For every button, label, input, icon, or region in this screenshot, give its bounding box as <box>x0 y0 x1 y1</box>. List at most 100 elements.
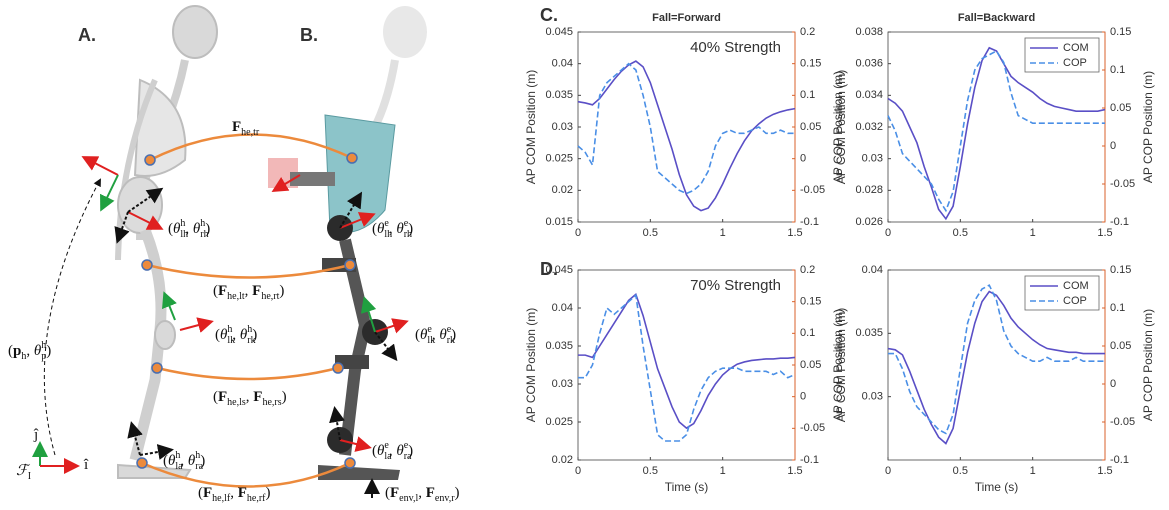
label-part: ( <box>213 389 218 405</box>
diagram-label: (θlhe, θrhe) <box>372 218 413 240</box>
diagram-label: (θlhh, θrhh) <box>168 218 210 240</box>
y2-tick-label: 0 <box>1110 140 1116 152</box>
x-tick-label: 1.5 <box>787 465 802 477</box>
label-part: î <box>83 457 89 473</box>
label-part: e <box>427 324 432 335</box>
label-part: θ <box>377 443 385 459</box>
diagram-label: (θlae, θrae) <box>372 440 413 462</box>
y-tick-label: 0.035 <box>545 340 573 352</box>
x-tick-label: 0 <box>575 227 581 239</box>
label-part: θ <box>240 327 248 343</box>
label-part: , <box>246 389 254 405</box>
label-part: θ <box>439 327 447 343</box>
plot-frame <box>577 269 796 461</box>
legend-box <box>1024 275 1100 311</box>
diagram-label: î <box>83 457 89 473</box>
diagram-label: (Fhe,lf, Fhe,rf) <box>198 485 271 504</box>
x-tick-label: 0 <box>575 465 581 477</box>
y-tick-label: 0.04 <box>862 264 883 276</box>
label-part: h <box>227 324 232 335</box>
series-line <box>578 293 796 442</box>
y2-tick-label: 0.15 <box>800 58 821 70</box>
label-part: , <box>245 283 253 299</box>
label-part: ) <box>408 443 413 459</box>
y2-tick-label: 0 <box>1110 378 1116 390</box>
y-tick-label: 0.02 <box>552 454 573 466</box>
chart-title: Fall=Backward <box>958 12 1035 24</box>
label-part: ) <box>451 327 456 343</box>
y2-tick-label: 0.15 <box>1110 26 1131 38</box>
spring-nodes <box>136 152 358 469</box>
label-part: ) <box>205 221 210 237</box>
label-part: rk <box>247 335 255 346</box>
series-line <box>577 62 795 195</box>
x-tick-label: 0.5 <box>953 465 968 477</box>
label-part: ) <box>282 389 287 405</box>
y2-tick-label: 0.2 <box>800 264 815 276</box>
chart-title: Fall=Forward <box>652 12 721 24</box>
label-part: F <box>238 485 247 501</box>
label-part: lh <box>180 229 188 240</box>
x-tick-label: 0 <box>885 465 891 477</box>
label-part: F <box>252 283 261 299</box>
label-part: , <box>389 221 397 237</box>
diagram-label: Fhe,tr <box>232 119 260 138</box>
label-part: θ <box>396 221 404 237</box>
label-part: la <box>175 461 183 472</box>
label-part: h <box>41 340 46 351</box>
y2-tick-label: -0.1 <box>1110 216 1129 228</box>
x-tick-label: 0.5 <box>643 465 658 477</box>
x-tick-label: 0 <box>885 227 891 239</box>
series-line <box>577 60 796 212</box>
label-part: he,ls <box>227 397 246 408</box>
y-axis-label: AP COM Position (m) <box>834 70 848 184</box>
y2-tick-label: 0.2 <box>800 26 815 38</box>
label-part: θ <box>193 221 201 237</box>
legend-label: COM <box>1063 42 1089 54</box>
legend-label: COP <box>1063 57 1087 69</box>
y2-tick-label: 0.1 <box>1110 64 1125 76</box>
y-tick-label: 0.028 <box>855 184 883 196</box>
label-part: , <box>432 327 440 343</box>
y2-tick-label: 0.05 <box>1110 102 1131 114</box>
y2-tick-label: 0.1 <box>800 327 815 339</box>
label-part: , <box>389 443 397 459</box>
legend-label: COP <box>1063 295 1087 307</box>
label-part: lk <box>427 335 435 346</box>
label-part: , <box>232 327 240 343</box>
label-part: θ <box>220 327 228 343</box>
diagram-label: (θlah, θrah) <box>163 450 205 472</box>
x-tick-label: 1.5 <box>1097 227 1112 239</box>
label-part: ( <box>8 343 13 359</box>
diagram-label: (Fhe,lt, Fhe,rt) <box>213 283 284 302</box>
label-part: F <box>253 389 262 405</box>
label-part: ra <box>404 451 412 462</box>
diagram-label: (ph, θph) <box>8 340 51 362</box>
series-line <box>887 46 1106 221</box>
y-tick-label: 0.045 <box>545 264 573 276</box>
skeleton <box>115 5 218 479</box>
label-part: e <box>404 440 409 451</box>
y-tick-label: 0.015 <box>545 216 573 228</box>
label-part: e <box>404 218 409 229</box>
label-part: he,lf <box>212 493 231 504</box>
y2-tick-label: 0.15 <box>1110 264 1131 276</box>
y-tick-label: 0.038 <box>855 26 883 38</box>
x-axis-label: Time (s) <box>665 480 709 494</box>
label-part: he,lt <box>227 291 245 302</box>
label-part: θ <box>396 443 404 459</box>
y-axis-label: AP COM Position (m) <box>524 70 538 184</box>
y2-tick-label: 0 <box>800 153 806 165</box>
panel-label: B. <box>300 25 318 45</box>
label-part: p <box>41 351 46 362</box>
y2-tick-label: 0.05 <box>800 359 821 371</box>
y-tick-label: 0.035 <box>855 327 883 339</box>
label-part: h <box>247 324 252 335</box>
label-part: ) <box>408 221 413 237</box>
y-tick-label: 0.034 <box>855 89 883 101</box>
frame-arrows <box>32 156 409 498</box>
y2-tick-label: 0.1 <box>800 89 815 101</box>
series-line <box>887 290 1105 445</box>
legend-label: COM <box>1063 280 1089 292</box>
